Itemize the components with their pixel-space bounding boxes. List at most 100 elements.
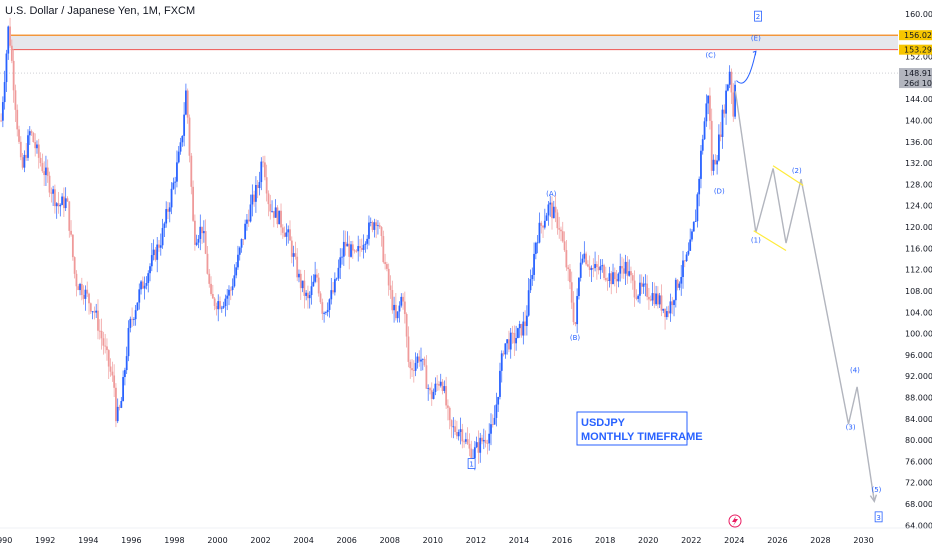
- candle: [412, 360, 415, 383]
- candle: [27, 129, 29, 161]
- candle-body: [730, 71, 733, 93]
- wave-label-cycle_3: 3: [876, 514, 880, 522]
- resistance-band[interactable]: [10, 35, 898, 50]
- candle-body: [698, 178, 701, 195]
- channel-line[interactable]: [772, 165, 804, 187]
- time-axis[interactable]: 1990 1992 1994 1996 1998 2000 2002 2004 2006 2008…: [0, 514, 932, 545]
- candle-body: [678, 283, 681, 288]
- note-box[interactable]: [576, 411, 688, 446]
- candle-body: [380, 227, 383, 237]
- candle-body: [394, 304, 397, 319]
- candle-body: [326, 309, 329, 313]
- candle: [294, 241, 297, 260]
- candle-body: [436, 383, 439, 385]
- candle: [452, 417, 455, 439]
- candle-body: [0, 120, 2, 122]
- candle: [637, 294, 640, 303]
- candle-body: [330, 290, 333, 300]
- price-tick-label: 120.000: [905, 223, 932, 232]
- candle: [621, 256, 623, 279]
- candle-body: [154, 249, 157, 260]
- candle-body: [626, 261, 629, 276]
- candle: [192, 180, 194, 222]
- logo-ring: [728, 514, 742, 528]
- candle: [219, 296, 221, 310]
- candle-body: [649, 299, 652, 301]
- candle: [215, 302, 218, 316]
- candle-body: [432, 392, 435, 399]
- price-tick-label: 88.000: [905, 394, 932, 403]
- candle: [251, 184, 254, 217]
- candle: [287, 225, 290, 244]
- candle: [271, 200, 273, 213]
- candle: [350, 240, 352, 258]
- candle: [579, 251, 582, 282]
- candle-body: [91, 311, 94, 313]
- candle: [125, 346, 128, 375]
- candle: [79, 282, 81, 296]
- candle-body: [556, 212, 559, 229]
- candle-body: [323, 312, 325, 314]
- candle: [709, 87, 711, 130]
- candle-body: [206, 253, 209, 274]
- candle-body: [324, 312, 327, 313]
- candle-body: [362, 244, 365, 250]
- candle: [698, 176, 701, 207]
- price-tick-label: 68.000: [905, 500, 932, 509]
- candle-body: [732, 92, 735, 117]
- price-tick-label: 140.000: [905, 117, 932, 126]
- candle-body: [122, 377, 125, 402]
- candle-body: [499, 370, 501, 397]
- candle-body: [296, 256, 299, 278]
- candle-body: [193, 220, 196, 245]
- candle-body: [267, 193, 270, 205]
- candle-body: [310, 286, 313, 296]
- logo-bolt: [732, 516, 738, 526]
- candle-body: [235, 267, 238, 276]
- price-axis[interactable]: 160.000156.000152.000148.000144.000140.0…: [898, 0, 932, 550]
- candle: [220, 305, 223, 313]
- candle-body: [477, 442, 480, 453]
- candle-body: [337, 267, 340, 279]
- resistance-zone[interactable]: [0, 34, 898, 74]
- candle-body: [249, 204, 252, 222]
- price-tick-label: 80.000: [905, 436, 932, 445]
- candle: [682, 250, 684, 289]
- candle-body: [402, 296, 404, 302]
- candle: [603, 263, 605, 281]
- candle: [719, 121, 722, 142]
- candle-body: [603, 265, 605, 278]
- candle: [563, 231, 566, 252]
- candle-body: [420, 359, 422, 362]
- candle: [402, 293, 404, 310]
- candle-body: [403, 301, 406, 315]
- logo-icon[interactable]: [728, 514, 742, 528]
- candle-body: [7, 26, 10, 54]
- candle-body: [25, 154, 28, 158]
- candle: [341, 248, 343, 265]
- candle: [508, 330, 510, 353]
- projection-line[interactable]: [734, 91, 876, 502]
- candle-body: [68, 201, 71, 231]
- symbol-title[interactable]: U.S. Dollar / Japanese Yen, 1M, FXCM: [5, 5, 196, 17]
- candle: [150, 242, 153, 272]
- candle-body: [639, 282, 641, 296]
- timeframe-note[interactable]: USDJPY MONTHLY TIMEFRAME: [576, 411, 703, 446]
- candle-body: [12, 60, 15, 91]
- candle: [91, 310, 94, 320]
- candle: [276, 205, 279, 228]
- candle-body: [316, 274, 318, 278]
- candle: [305, 290, 308, 301]
- channel-line[interactable]: [753, 230, 787, 251]
- candle-body: [588, 266, 591, 271]
- candle: [617, 272, 620, 288]
- candle-body: [513, 333, 516, 344]
- time-tick-label: 2010: [423, 536, 443, 545]
- wave-e-arrow[interactable]: [736, 51, 757, 84]
- candle: [70, 220, 72, 237]
- projection-path[interactable]: [734, 50, 878, 503]
- candle-body: [149, 266, 151, 274]
- candle: [301, 280, 304, 293]
